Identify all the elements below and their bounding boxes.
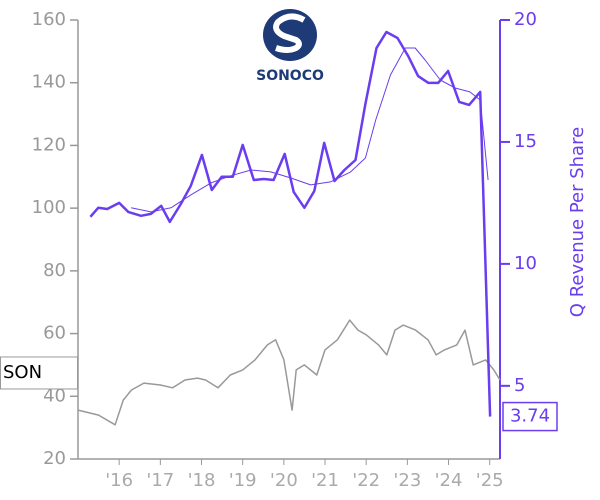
logo-s <box>273 13 306 53</box>
x-tick-label: '18 <box>188 470 216 491</box>
y-tick-label: 160 <box>32 9 66 30</box>
series-line <box>130 47 489 213</box>
logo: SONOCO <box>256 9 324 84</box>
y-tick-label: 80 <box>43 260 66 281</box>
series-line <box>89 30 492 417</box>
y2-tick-label: 20 <box>514 9 537 30</box>
series-line <box>77 319 501 426</box>
y2-tick-label: 10 <box>514 253 537 274</box>
x-tick-label: '21 <box>311 470 339 491</box>
y-tick-label: 40 <box>43 385 66 406</box>
ticker-label: SON <box>3 362 42 383</box>
x-tick-label: '24 <box>435 470 463 491</box>
y-tick-label: 60 <box>43 323 66 344</box>
y-tick-label: 100 <box>32 197 66 218</box>
y2-tick-label: 15 <box>514 131 537 152</box>
x-tick-label: '16 <box>105 470 133 491</box>
y-tick-label: 120 <box>32 134 66 155</box>
x-tick-label: '23 <box>393 470 421 491</box>
x-tick-label: '19 <box>229 470 257 491</box>
x-tick-label: '20 <box>270 470 298 491</box>
y2-axis-label: Q Revenue Per Share <box>567 127 588 317</box>
y-tick-label: 20 <box>43 448 66 469</box>
ticker-box <box>0 356 78 390</box>
y2-tick-label: 5 <box>514 375 525 396</box>
x-tick-label: '22 <box>352 470 380 491</box>
value-label-box <box>502 401 558 432</box>
y-tick-label: 140 <box>32 72 66 93</box>
logo-text: SONOCO <box>256 68 324 84</box>
value-label: 3.74 <box>510 406 550 427</box>
x-tick-label: '17 <box>146 470 174 491</box>
x-tick-label: '25 <box>476 470 504 491</box>
